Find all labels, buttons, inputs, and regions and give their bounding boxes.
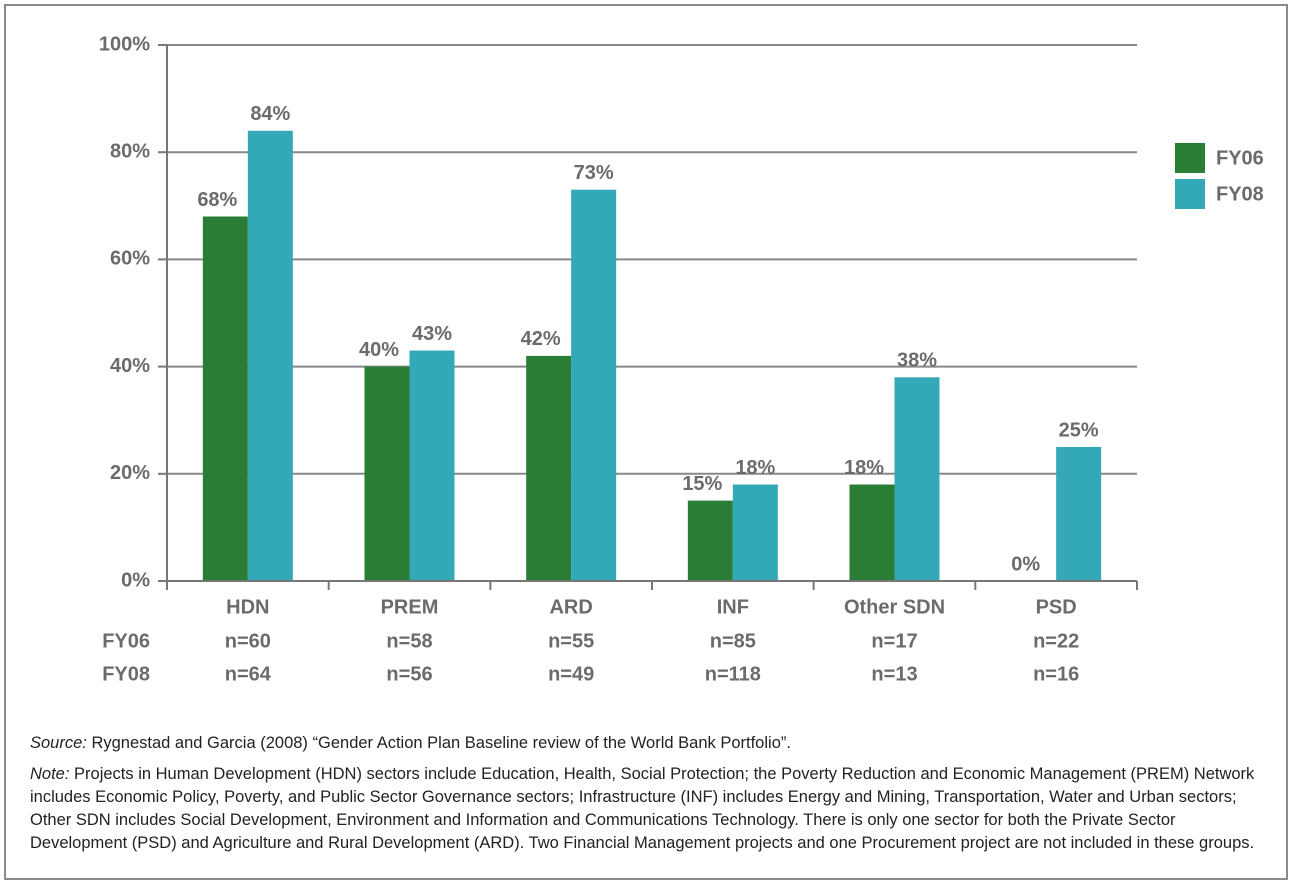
x-tick-label: PREM [381,596,439,618]
sample-size: n=17 [871,630,917,652]
value-label: 73% [574,162,614,184]
y-tick-label: 80% [110,140,150,162]
frame [4,4,1288,880]
sample-size: n=16 [1033,663,1079,685]
sample-size: n=64 [225,663,272,685]
legend-swatch [1175,179,1205,209]
value-label: 18% [735,457,775,479]
value-label: 18% [844,457,884,479]
bar [849,484,895,581]
sample-size: n=60 [225,630,271,652]
source-label: Source: [30,734,87,752]
value-label: 0% [1011,553,1040,575]
x-tick-label: ARD [549,596,592,618]
sample-size: n=58 [386,630,432,652]
note: Projects in Human Development (HDN) sect… [30,765,1255,852]
sample-size: n=22 [1033,630,1079,652]
sample-row-label: FY06 [102,630,150,652]
sample-size: n=56 [386,663,432,685]
value-label: 43% [412,323,452,345]
y-tick-label: 60% [110,248,150,270]
bar [364,366,410,581]
x-tick-label: HDN [226,596,269,618]
source-line: Source: Rygnestad and Garcia (2008) “Gen… [30,732,1270,755]
legend-label: FY06 [1216,147,1264,169]
legend-label: FY08 [1216,183,1264,205]
source: Rygnestad and Garcia (2008) “Gender Acti… [91,734,791,752]
value-label: 68% [197,189,237,211]
sample-row-label: FY08 [102,663,150,685]
sample-size: n=85 [710,630,756,652]
sample-size: n=13 [871,663,917,685]
sample-size: n=55 [548,630,594,652]
notes: Source: Rygnestad and Garcia (2008) “Gen… [30,732,1270,863]
value-label: 84% [250,103,290,125]
y-tick-label: 20% [110,462,150,484]
bar [732,484,778,581]
value-label: 40% [359,339,399,361]
bar [571,189,617,581]
y-tick-label: 100% [99,33,150,55]
y-tick-label: 0% [121,569,150,591]
x-tick-label: Other SDN [844,596,945,618]
value-label: 38% [897,350,937,372]
y-tick-label: 40% [110,355,150,377]
bar [202,216,248,581]
bar [247,130,293,581]
value-label: 42% [521,328,561,350]
value-label: 25% [1059,419,1099,441]
bar [687,500,733,581]
note-label: Note: [30,765,70,783]
bar [1056,447,1102,581]
sample-size: n=49 [548,663,594,685]
bar [526,355,572,581]
x-tick-label: PSD [1036,596,1077,618]
bar [894,377,940,581]
value-label: 15% [682,473,722,495]
note-line: Note: Projects in Human Development (HDN… [30,763,1270,855]
x-tick-label: INF [717,596,749,618]
sample-size: n=118 [705,663,761,685]
bar [409,350,455,581]
legend-swatch [1175,143,1205,173]
